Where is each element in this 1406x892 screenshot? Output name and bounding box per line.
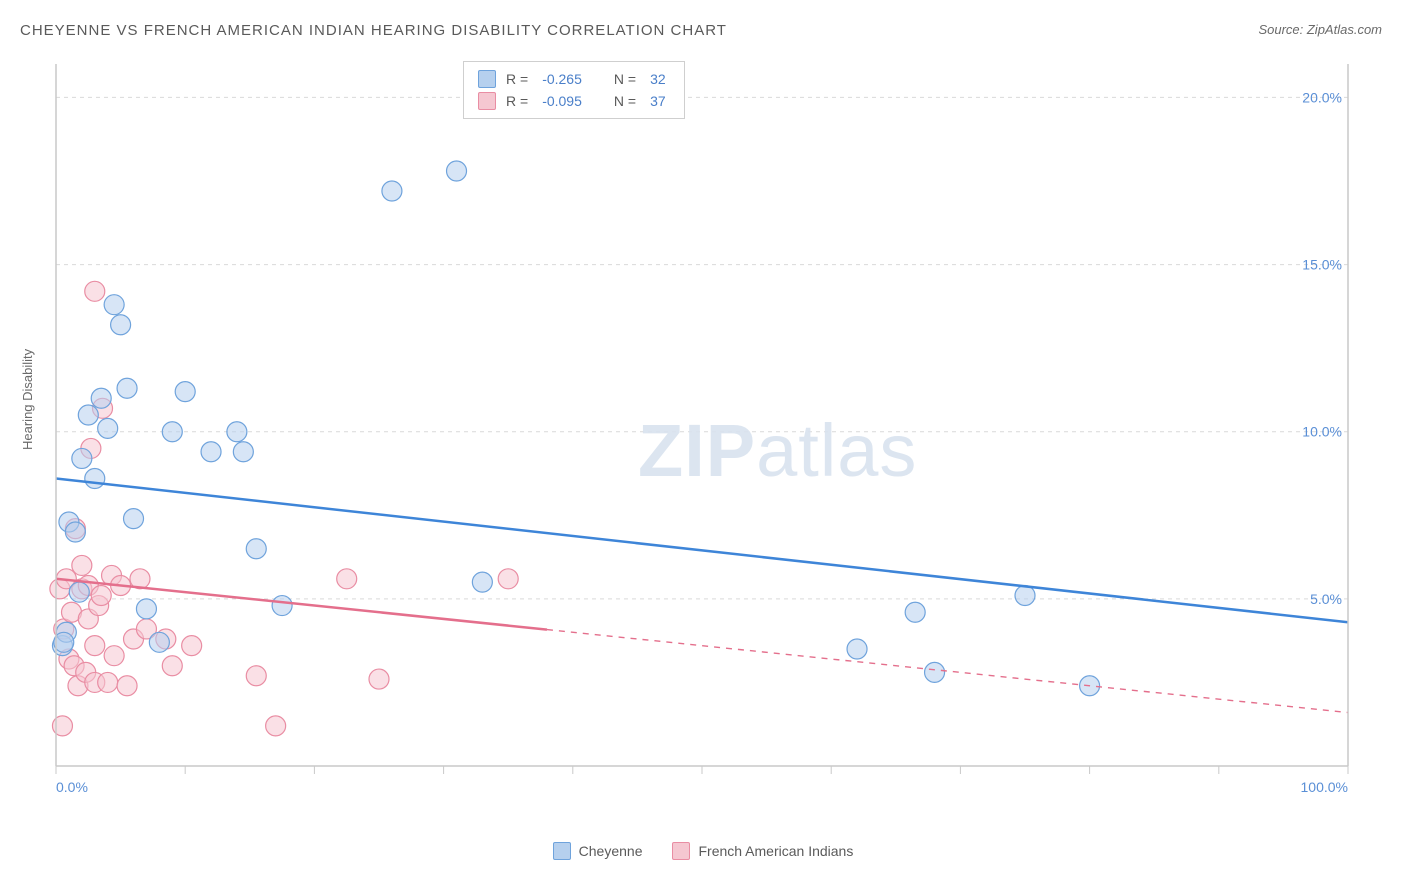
correlation-legend: R = -0.265 N = 32 R = -0.095 N = 37: [463, 61, 685, 119]
legend-item-b: French American Indians: [672, 842, 853, 860]
gridlines: [56, 97, 1348, 598]
series-b-points: [50, 281, 518, 736]
svg-text:15.0%: 15.0%: [1302, 257, 1342, 273]
scatter-chart-svg: ZIPatlas 5.0% 10.0% 15.0% 20.0% 0.0% 100.0%: [48, 56, 1356, 796]
svg-text:20.0%: 20.0%: [1302, 89, 1342, 105]
legend-label-b: French American Indians: [698, 843, 853, 859]
r-label: R =: [506, 93, 528, 109]
r-value-a: -0.265: [542, 71, 582, 87]
swatch-b-icon: [478, 92, 496, 110]
swatch-a-icon: [553, 842, 571, 860]
series-legend: Cheyenne French American Indians: [0, 842, 1406, 860]
legend-row-a: R = -0.265 N = 32: [478, 68, 670, 90]
chart-area: ZIPatlas 5.0% 10.0% 15.0% 20.0% 0.0% 100.0%: [48, 56, 1356, 796]
x-tick-labels: 0.0% 100.0%: [56, 779, 1348, 795]
n-value-a: 32: [650, 71, 666, 87]
source-attribution: Source: ZipAtlas.com: [1258, 22, 1382, 37]
swatch-a-icon: [478, 70, 496, 88]
y-axis-label: Hearing Disability: [20, 349, 35, 450]
swatch-b-icon: [672, 842, 690, 860]
series-a-points: [52, 161, 1099, 696]
y-tick-labels: 5.0% 10.0% 15.0% 20.0%: [1302, 89, 1342, 606]
n-value-b: 37: [650, 93, 666, 109]
n-label: N =: [614, 93, 636, 109]
n-label: N =: [614, 71, 636, 87]
legend-item-a: Cheyenne: [553, 842, 643, 860]
r-label: R =: [506, 71, 528, 87]
svg-text:5.0%: 5.0%: [1310, 591, 1342, 607]
watermark: ZIPatlas: [638, 409, 917, 492]
legend-row-b: R = -0.095 N = 37: [478, 90, 670, 112]
r-value-b: -0.095: [542, 93, 582, 109]
legend-label-a: Cheyenne: [579, 843, 643, 859]
svg-text:10.0%: 10.0%: [1302, 424, 1342, 440]
svg-text:0.0%: 0.0%: [56, 779, 88, 795]
chart-title: CHEYENNE VS FRENCH AMERICAN INDIAN HEARI…: [20, 22, 727, 39]
svg-text:100.0%: 100.0%: [1301, 779, 1348, 795]
